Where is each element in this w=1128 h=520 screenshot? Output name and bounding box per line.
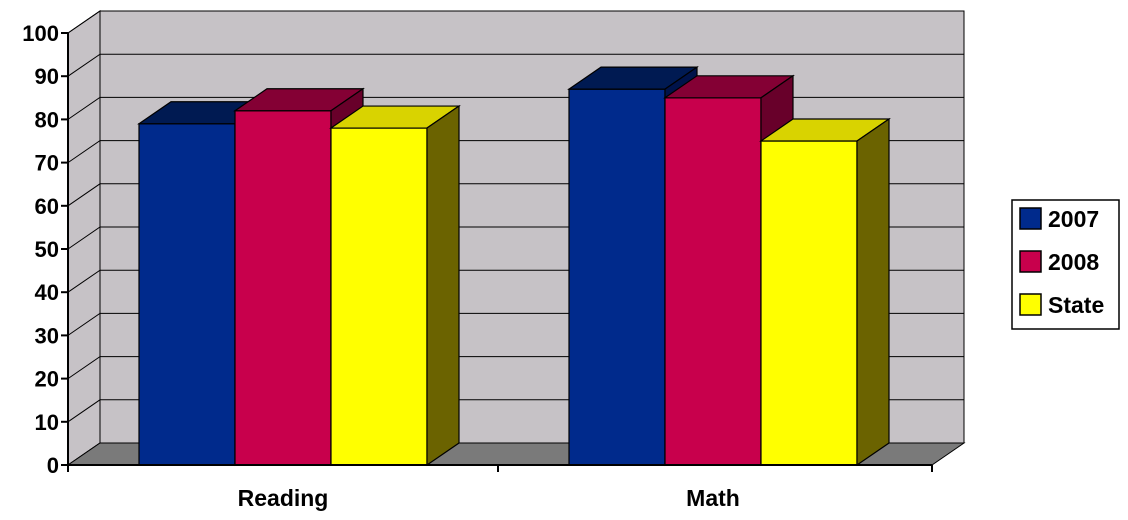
y-tick-label: 70 bbox=[35, 151, 59, 176]
bar bbox=[329, 104, 461, 467]
gridline bbox=[67, 10, 964, 34]
bar-front bbox=[138, 123, 236, 466]
y-tick-label: 40 bbox=[35, 280, 59, 305]
legend-label: State bbox=[1048, 292, 1104, 318]
y-tick-label: 30 bbox=[35, 323, 59, 348]
bar-front bbox=[664, 97, 762, 466]
bar bbox=[759, 117, 891, 467]
legend-swatch bbox=[1019, 293, 1042, 316]
legend-swatch bbox=[1019, 207, 1042, 230]
y-tick-label: 80 bbox=[35, 107, 59, 132]
legend-swatch bbox=[1019, 250, 1042, 273]
x-axis-categories: Reading Math bbox=[67, 465, 933, 511]
legend-label: 2007 bbox=[1048, 206, 1099, 232]
y-tick-label: 60 bbox=[35, 194, 59, 219]
bars bbox=[137, 66, 891, 467]
legend-label: 2008 bbox=[1048, 249, 1099, 275]
gridline bbox=[67, 53, 964, 77]
bar-front bbox=[568, 88, 666, 466]
legend: 2007 2008 State bbox=[1011, 199, 1120, 330]
bar-front bbox=[330, 127, 428, 466]
x-category-label: Math bbox=[686, 485, 740, 511]
y-tick-label: 100 bbox=[22, 21, 59, 46]
y-tick-label: 0 bbox=[47, 453, 59, 478]
x-category-label: Reading bbox=[238, 485, 329, 511]
bar-front bbox=[234, 110, 332, 466]
bar-side bbox=[426, 104, 460, 467]
y-tick-label: 10 bbox=[35, 410, 59, 435]
y-tick-label: 20 bbox=[35, 367, 59, 392]
y-tick-label: 50 bbox=[35, 237, 59, 262]
bar-side bbox=[856, 117, 890, 467]
bar-front bbox=[760, 140, 858, 466]
y-tick-label: 90 bbox=[35, 64, 59, 89]
y-axis-ticks: 0 10 20 30 40 50 60 70 80 90 100 bbox=[22, 21, 68, 478]
